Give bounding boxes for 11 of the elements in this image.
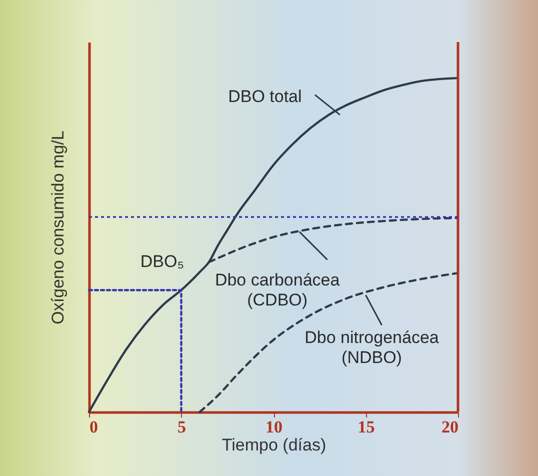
annotation: DBO₅: [140, 252, 184, 272]
y-axis-title: Oxígeno consumido mg/L: [48, 130, 68, 324]
x-tick-label: 0: [90, 418, 98, 436]
x-axis-title: Tiempo (días): [222, 436, 326, 454]
annotation: DBO total: [228, 86, 302, 106]
x-tick-label: 10: [266, 418, 282, 436]
x-tick-label: 20: [442, 418, 458, 436]
x-tick-label: 15: [358, 418, 375, 436]
annotation: Dbo carbonácea (CDBO): [214, 270, 340, 310]
x-tick-label: 5: [178, 418, 186, 436]
annotation: Dbo nitrogenácea (NDBO): [304, 328, 440, 368]
